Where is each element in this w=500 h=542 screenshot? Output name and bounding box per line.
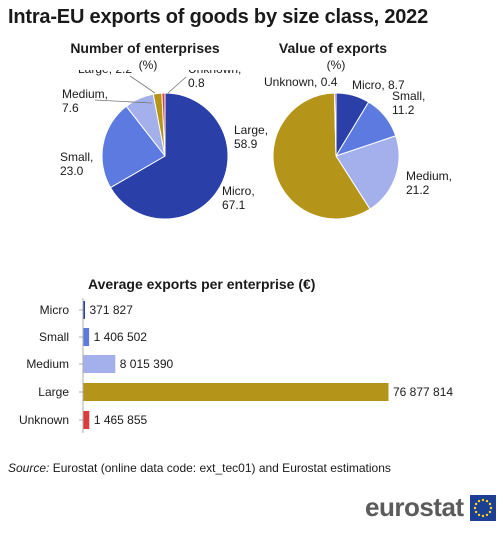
flag-star [481, 498, 484, 501]
bar-micro [83, 301, 85, 319]
pie-leader-line [129, 75, 156, 94]
flag-star [481, 514, 484, 517]
pie-label-large: Large, 2.2 [78, 70, 132, 76]
pie-slice-unknown [333, 92, 337, 157]
flag-star [488, 502, 491, 505]
bar-value-label: 76 877 814 [393, 385, 453, 399]
pie-label-unknown: Unknown, 0.4 [264, 75, 338, 89]
pie-slice-unknown [161, 92, 166, 157]
pie-exports-unit: (%) [326, 58, 346, 72]
flag-star [489, 506, 492, 509]
pie-label-small: Small, 23.0 [60, 150, 93, 178]
chart-title: Intra-EU exports of goods by size class,… [8, 6, 429, 28]
pie-slice-large [272, 92, 371, 220]
pie-slice-medium [335, 135, 400, 210]
pie-leader-line [167, 76, 187, 94]
bar-category-label: Small [39, 330, 69, 344]
pie-slice-micro [109, 92, 229, 220]
source-note: Source: Eurostat (online data code: ext_… [8, 461, 391, 475]
bar-large [83, 383, 389, 401]
bar-value-label: 1 406 502 [94, 330, 148, 344]
flag-star [477, 499, 480, 502]
pie-label-small: Small, 11.2 [392, 89, 425, 117]
flag-star [485, 499, 488, 502]
pie-label-medium: Medium, 21.2 [406, 169, 452, 197]
bar-small [83, 328, 90, 346]
bar-category-label: Unknown [19, 413, 69, 427]
pie-enterprises-unit: (%) [138, 58, 158, 72]
bar-chart-title: Average exports per enterprise (€) [88, 276, 316, 292]
pie-exports-title: Value of exports [278, 40, 388, 56]
flag-star [474, 502, 477, 505]
bar-unknown [83, 411, 90, 429]
eurostat-logo: eurostat [365, 492, 496, 523]
bar-chart-average-exports: Micro 371 827 Small 1 406 502 Medium 8 015 39… [19, 298, 453, 433]
pie-label-unknown: Unknown,0.8 [188, 70, 241, 90]
bar-value-label: 8 015 390 [120, 357, 174, 371]
bar-category-label: Medium [26, 357, 69, 371]
pie-enterprises-title: Number of enterprises [70, 40, 220, 56]
pie-leader-line [94, 99, 153, 104]
flag-star [488, 510, 491, 513]
logo-text: eurostat [365, 492, 464, 522]
pie-label-medium: Medium, 7.6 [62, 87, 108, 115]
bar-category-label: Micro [40, 303, 70, 317]
flag-star [477, 513, 480, 516]
source-text: Eurostat (online data code: ext_tec01) a… [52, 461, 391, 475]
pie-label-micro: Micro, 8.7 [352, 78, 405, 92]
pie-slice-small [101, 105, 166, 189]
bar-value-label: 1 465 855 [94, 413, 148, 427]
source-label: Source: [8, 461, 50, 475]
pie-chart-enterprises: Micro,67.1 Small,23.0 Medium,7.6 Large, 2.2… [60, 70, 255, 220]
flag-star [485, 513, 488, 516]
bar-value-label: 371 827 [90, 303, 134, 317]
eu-flag-icon [469, 494, 496, 521]
pie-label-micro: Micro, 67.1 [222, 184, 255, 212]
pie-label-large: Large, 58.9 [234, 123, 268, 151]
bar-category-label: Large [38, 385, 69, 399]
flag-star [473, 506, 476, 509]
bar-medium [83, 355, 116, 373]
flag-star [474, 510, 477, 513]
